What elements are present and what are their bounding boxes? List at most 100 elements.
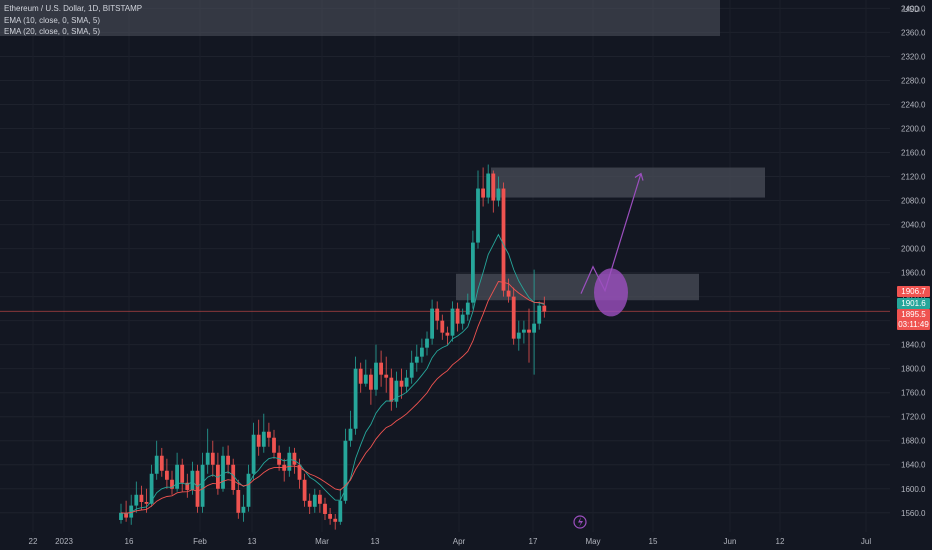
- candle-body[interactable]: [210, 452, 215, 465]
- candle-body[interactable]: [465, 302, 470, 315]
- ema10-line: [120, 233, 545, 515]
- candle-body[interactable]: [369, 374, 373, 390]
- candle-body[interactable]: [435, 308, 440, 321]
- candle-body[interactable]: [389, 377, 394, 402]
- legend-ema10[interactable]: EMA (10, close, 0, SMA, 5): [4, 16, 101, 25]
- y-tick-label: 2040.0: [901, 221, 926, 230]
- candle-body[interactable]: [394, 380, 399, 402]
- legend-ema20[interactable]: EMA (20, close, 0, SMA, 5): [4, 27, 101, 36]
- candle-body[interactable]: [200, 464, 205, 507]
- candle-body[interactable]: [256, 434, 261, 447]
- candle-body[interactable]: [420, 347, 424, 357]
- candle-body[interactable]: [154, 455, 159, 474]
- candle-body[interactable]: [261, 431, 266, 447]
- candle-body[interactable]: [170, 479, 174, 489]
- y-tick-label: 2240.0: [901, 100, 926, 109]
- time-axis[interactable]: 22 2023 16 Feb 13 Mar 13 Apr 17 May 15 Jun 12 Jul: [0, 532, 932, 550]
- candle-body[interactable]: [124, 512, 128, 518]
- legend-symbol[interactable]: Ethereum / U.S. Dollar, 1D, BITSTAMP: [4, 4, 143, 13]
- y-tick-label: 2000.0: [901, 245, 926, 254]
- candle-body[interactable]: [501, 188, 506, 291]
- candle-body[interactable]: [511, 296, 516, 339]
- candle-body[interactable]: [404, 377, 409, 387]
- candle-body[interactable]: [409, 362, 414, 378]
- candle-body[interactable]: [190, 470, 195, 490]
- candle-body[interactable]: [241, 506, 246, 513]
- candle-body[interactable]: [430, 308, 434, 339]
- candle-body[interactable]: [185, 482, 190, 490]
- candle-body[interactable]: [144, 501, 149, 504]
- candle-body[interactable]: [384, 374, 389, 378]
- candle-body[interactable]: [318, 494, 322, 504]
- candle-body[interactable]: [231, 464, 236, 490]
- grid: [0, 7, 890, 514]
- candle-body[interactable]: [180, 464, 185, 483]
- candle-body[interactable]: [267, 431, 271, 438]
- candle-body[interactable]: [425, 338, 429, 348]
- candle-body[interactable]: [226, 455, 230, 465]
- candle-body[interactable]: [251, 434, 256, 474]
- candle-body[interactable]: [481, 188, 485, 198]
- candle-body[interactable]: [414, 356, 419, 363]
- candle-body[interactable]: [175, 464, 179, 489]
- candle-body[interactable]: [333, 518, 338, 522]
- candle-body[interactable]: [323, 503, 327, 514]
- candle-body[interactable]: [205, 452, 210, 465]
- candle-body[interactable]: [522, 329, 526, 333]
- candle-body[interactable]: [246, 473, 251, 507]
- candle-body[interactable]: [221, 455, 225, 489]
- candle-body[interactable]: [542, 305, 547, 312]
- candle-body[interactable]: [149, 473, 154, 504]
- candle-body[interactable]: [287, 452, 292, 471]
- candle-body[interactable]: [353, 368, 358, 429]
- candle-body[interactable]: [139, 494, 144, 502]
- candle-body[interactable]: [216, 464, 220, 489]
- candle-body[interactable]: [307, 500, 312, 507]
- candle-body[interactable]: [272, 437, 276, 453]
- support-zone[interactable]: [456, 273, 699, 301]
- candle-body[interactable]: [506, 290, 511, 297]
- candle-body[interactable]: [455, 308, 460, 324]
- candle-body[interactable]: [312, 494, 317, 507]
- candle-body[interactable]: [476, 188, 480, 243]
- event-marker-icon[interactable]: [573, 515, 587, 529]
- candle-body[interactable]: [297, 464, 302, 480]
- resistance-zone[interactable]: [491, 167, 765, 198]
- candle-body[interactable]: [363, 374, 368, 384]
- candle-body[interactable]: [440, 320, 445, 333]
- candle-body[interactable]: [486, 173, 491, 198]
- candle-body[interactable]: [159, 455, 164, 471]
- target-ellipse[interactable]: [594, 268, 628, 317]
- candle-body[interactable]: [537, 305, 542, 324]
- candle-body[interactable]: [328, 513, 332, 519]
- candle-body[interactable]: [496, 188, 501, 201]
- candle-body[interactable]: [460, 314, 465, 324]
- candle-body[interactable]: [516, 332, 521, 339]
- candle-body[interactable]: [195, 470, 200, 507]
- candle-body[interactable]: [129, 505, 134, 518]
- candle-body[interactable]: [491, 173, 496, 201]
- price-axis[interactable]: 1560.0 1600.0 1640.0 1680.0 1720.0 1760.0 1800…: [890, 0, 932, 550]
- candle-body[interactable]: [471, 242, 475, 303]
- candle-body[interactable]: [445, 332, 450, 336]
- candle-body[interactable]: [119, 512, 123, 520]
- candle-body[interactable]: [348, 428, 353, 441]
- candle-body[interactable]: [358, 368, 363, 384]
- y-tick-label: 1720.0: [901, 413, 926, 422]
- candle-body[interactable]: [292, 452, 297, 465]
- x-tick-label: 2023: [55, 537, 73, 546]
- candle-body[interactable]: [134, 494, 139, 506]
- candle-body[interactable]: [379, 362, 383, 375]
- candle-body[interactable]: [374, 362, 378, 390]
- candle-body[interactable]: [399, 380, 404, 387]
- candle-body[interactable]: [343, 440, 348, 501]
- candle-body[interactable]: [302, 479, 307, 501]
- currency-label[interactable]: USD: [903, 5, 920, 14]
- candle-body[interactable]: [527, 329, 531, 333]
- candle-body[interactable]: [165, 470, 169, 480]
- candle-body[interactable]: [236, 489, 241, 513]
- candle-body[interactable]: [532, 323, 536, 333]
- candle-body[interactable]: [450, 308, 455, 336]
- candle-body[interactable]: [338, 500, 343, 522]
